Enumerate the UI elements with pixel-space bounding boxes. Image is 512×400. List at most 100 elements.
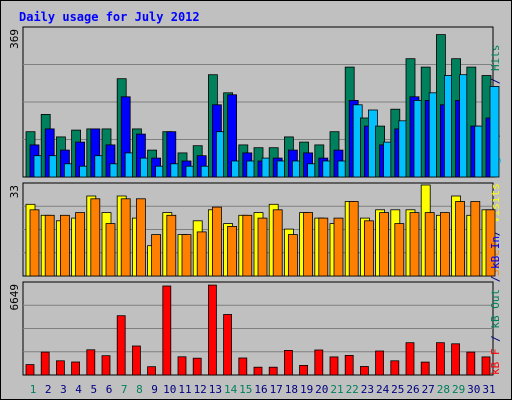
x-tick-label-day-4: 4 <box>75 383 82 396</box>
x-tick-label-day-9: 9 <box>151 383 158 396</box>
x-tick-label-day-18: 18 <box>285 383 298 396</box>
bar-kb_f-day-18 <box>283 349 293 376</box>
bar-sites-day-26 <box>409 212 420 277</box>
bar-kb_f-day-25 <box>390 360 400 376</box>
bar-sites-day-27 <box>424 212 435 277</box>
bar-kb_f-day-4 <box>71 361 80 376</box>
bar-sites-day-2 <box>44 214 55 277</box>
x-tick-label-day-2: 2 <box>45 383 52 396</box>
x-tick-label-day-31: 31 <box>482 383 495 396</box>
x-tick-label-day-11: 11 <box>178 383 191 396</box>
x-tick-label-day-15: 15 <box>239 383 252 396</box>
legend-label: kB Out <box>489 289 502 329</box>
bar-kb_f-day-3 <box>56 360 65 376</box>
x-tick-label-day-16: 16 <box>254 383 267 396</box>
bar-kb_f-day-17 <box>268 366 278 376</box>
bar-kb_f-day-16 <box>253 366 263 376</box>
x-tick-label-day-13: 13 <box>209 383 222 396</box>
bar-kb_f-day-13 <box>207 284 217 376</box>
bar-sites-day-18 <box>287 234 298 277</box>
bar-sites-day-8 <box>135 198 146 277</box>
bar-sites-day-9 <box>151 234 162 277</box>
x-tick-label-day-25: 25 <box>391 383 404 396</box>
bar-sites-day-5 <box>90 198 101 277</box>
bar-kb_f-day-27 <box>420 361 430 376</box>
bar-kb_f-day-8 <box>131 345 141 376</box>
bar-kb_f-day-10 <box>162 285 172 376</box>
x-tick-label-day-1: 1 <box>30 383 37 396</box>
bar-kb_f-day-30 <box>466 351 476 376</box>
x-tick-label-day-17: 17 <box>270 383 283 396</box>
bar-sites-day-21 <box>333 217 344 277</box>
bar-kb_f-day-26 <box>405 342 415 376</box>
bar-sites-day-19 <box>303 212 314 277</box>
x-tick-label-day-14: 14 <box>224 383 238 396</box>
x-tick-label-day-3: 3 <box>60 383 67 396</box>
x-tick-label-day-10: 10 <box>163 383 176 396</box>
legend-label: / <box>489 269 502 289</box>
x-tick-label-day-8: 8 <box>136 383 143 396</box>
bar-sites-day-17 <box>272 209 283 277</box>
legend-label: Hits <box>489 45 502 72</box>
legend-label: / <box>489 71 502 91</box>
bar-kb_f-day-2 <box>40 351 50 376</box>
bar-kb_f-day-5 <box>86 349 96 376</box>
bar-sites-day-15 <box>242 214 253 277</box>
bar-sites-day-13 <box>211 206 222 277</box>
x-tick-label-day-26: 26 <box>406 383 419 396</box>
chart-title: Daily usage for July 2012 <box>19 10 200 24</box>
bar-sites-day-20 <box>318 217 329 277</box>
x-tick-label-day-12: 12 <box>194 383 207 396</box>
panel-kb: 6649 kB F / kB Out / kB In <box>8 236 502 376</box>
bar-kb_f-day-6 <box>101 355 111 376</box>
bar-kb_f-day-9 <box>147 366 157 376</box>
bar-sites-day-23 <box>363 220 374 277</box>
bar-kb_f-day-14 <box>223 314 233 376</box>
x-tick-label-day-21: 21 <box>330 383 343 396</box>
panel-visits-sites-max-label: 33 <box>8 185 21 198</box>
bar-kb_f-day-7 <box>116 315 126 376</box>
x-tick-label-day-27: 27 <box>422 383 435 396</box>
bar-kb_f-day-15 <box>238 357 248 376</box>
bar-kb_f-day-31 <box>481 356 491 376</box>
bar-sites-day-3 <box>60 214 70 277</box>
bar-kb_f-day-23 <box>359 366 369 376</box>
bar-sites-day-11 <box>181 234 192 277</box>
bar-kb_f-day-28 <box>435 342 445 376</box>
x-tick-label-day-24: 24 <box>376 383 390 396</box>
x-tick-label-day-28: 28 <box>437 383 450 396</box>
x-tick-label-day-19: 19 <box>300 383 313 396</box>
bar-sites-day-28 <box>439 212 450 277</box>
panel-kb-max-label: 6649 <box>8 284 21 311</box>
bar-sites-day-6 <box>105 223 116 277</box>
bar-kb_f-day-24 <box>375 350 385 376</box>
legend-label: kB In <box>489 236 502 269</box>
bar-kb_f-day-1 <box>25 364 35 376</box>
x-tick-label-day-29: 29 <box>452 383 465 396</box>
bar-pages-day-31 <box>489 86 500 178</box>
bar-kb_f-day-22 <box>344 354 354 376</box>
x-tick-label-day-6: 6 <box>106 383 113 396</box>
panel-kb-legend: kB F / kB Out / kB In <box>489 236 502 375</box>
panel-hits-files-pages: 369Pages / Files / Hits <box>8 26 502 178</box>
legend-label: kB F <box>489 349 502 376</box>
bar-sites-day-1 <box>29 209 40 277</box>
bar-kb_f-day-12 <box>192 357 202 376</box>
bar-sites-day-29 <box>455 201 466 277</box>
x-tick-label-day-23: 23 <box>361 383 374 396</box>
x-tick-label-day-20: 20 <box>315 383 328 396</box>
bar-kb_f-day-29 <box>451 343 461 376</box>
x-tick-label-day-7: 7 <box>121 383 128 396</box>
x-tick-label-day-30: 30 <box>467 383 480 396</box>
bar-sites-day-24 <box>379 212 390 277</box>
bar-kb_f-day-11 <box>177 356 187 376</box>
bar-sites-day-16 <box>257 217 268 277</box>
bar-kb_f-day-20 <box>314 349 324 376</box>
bar-sites-day-7 <box>120 198 131 277</box>
bar-sites-day-30 <box>470 201 481 277</box>
bar-kb_f-day-21 <box>329 356 339 376</box>
bar-sites-day-25 <box>394 223 405 277</box>
bar-sites-day-22 <box>348 201 359 277</box>
